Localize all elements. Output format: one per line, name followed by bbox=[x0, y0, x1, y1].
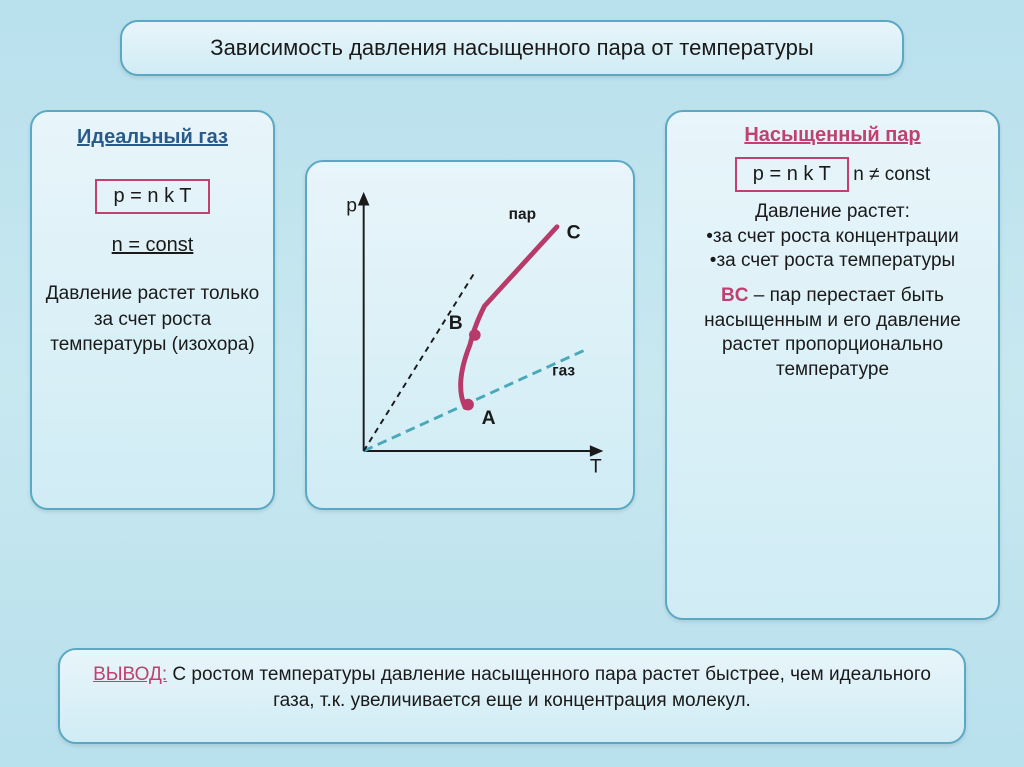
saturated-vapor-card: Насыщенный пар p = n k T n ≠ const Давле… bbox=[665, 110, 1000, 620]
b-label: B bbox=[449, 313, 463, 334]
conclusion-text: С ростом температуры давление насыщенног… bbox=[167, 664, 931, 711]
vapor-formula: p = n k T bbox=[735, 157, 849, 192]
vapor-heading: Насыщенный пар bbox=[677, 124, 988, 147]
conclusion-label: ВЫВОД: bbox=[93, 664, 167, 685]
ideal-gas-body: Давление растет только за счет роста тем… bbox=[42, 281, 263, 358]
point-b bbox=[469, 329, 481, 341]
vapor-lead: Давление растет: bbox=[677, 200, 988, 225]
ideal-gas-heading: Идеальный газ bbox=[42, 126, 263, 149]
conclusion-card: ВЫВОД: С ростом температуры давление нас… bbox=[58, 648, 966, 744]
a-label: A bbox=[482, 408, 496, 429]
chart-card: p T пар газ A B C bbox=[305, 160, 635, 510]
x-axis-arrow bbox=[590, 445, 604, 457]
point-a bbox=[462, 399, 474, 411]
vapor-bullet2: •за счет роста температуры bbox=[677, 249, 988, 274]
par-label: пар bbox=[509, 206, 536, 223]
ideal-dash-line bbox=[364, 272, 475, 451]
title-card: Зависимость давления насыщенного пара от… bbox=[120, 20, 904, 76]
vapor-body: Давление растет: •за счет роста концентр… bbox=[677, 200, 988, 383]
p-axis-label: p bbox=[346, 195, 357, 216]
vapor-curve bbox=[461, 227, 557, 408]
bc-label: BC bbox=[721, 285, 748, 306]
c-label: C bbox=[567, 222, 581, 243]
vapor-bc-line: BC – пар перестает быть насыщенным и его… bbox=[677, 284, 988, 383]
gas-label: газ bbox=[552, 363, 575, 380]
y-axis-arrow bbox=[358, 192, 370, 206]
vapor-nconst: n ≠ const bbox=[853, 164, 930, 186]
pressure-temperature-chart: p T пар газ A B C bbox=[325, 180, 615, 490]
vapor-nconst-text: n ≠ const bbox=[853, 164, 930, 185]
title-text: Зависимость давления насыщенного пара от… bbox=[210, 35, 813, 61]
ideal-gas-formula: p = n k T bbox=[95, 179, 209, 214]
ideal-gas-card: Идеальный газ p = n k T n = const Давлен… bbox=[30, 110, 275, 510]
ideal-gas-const: n = const bbox=[42, 234, 263, 257]
t-axis-label: T bbox=[590, 456, 602, 477]
vapor-bullet1: •за счет роста концентрации bbox=[677, 225, 988, 250]
